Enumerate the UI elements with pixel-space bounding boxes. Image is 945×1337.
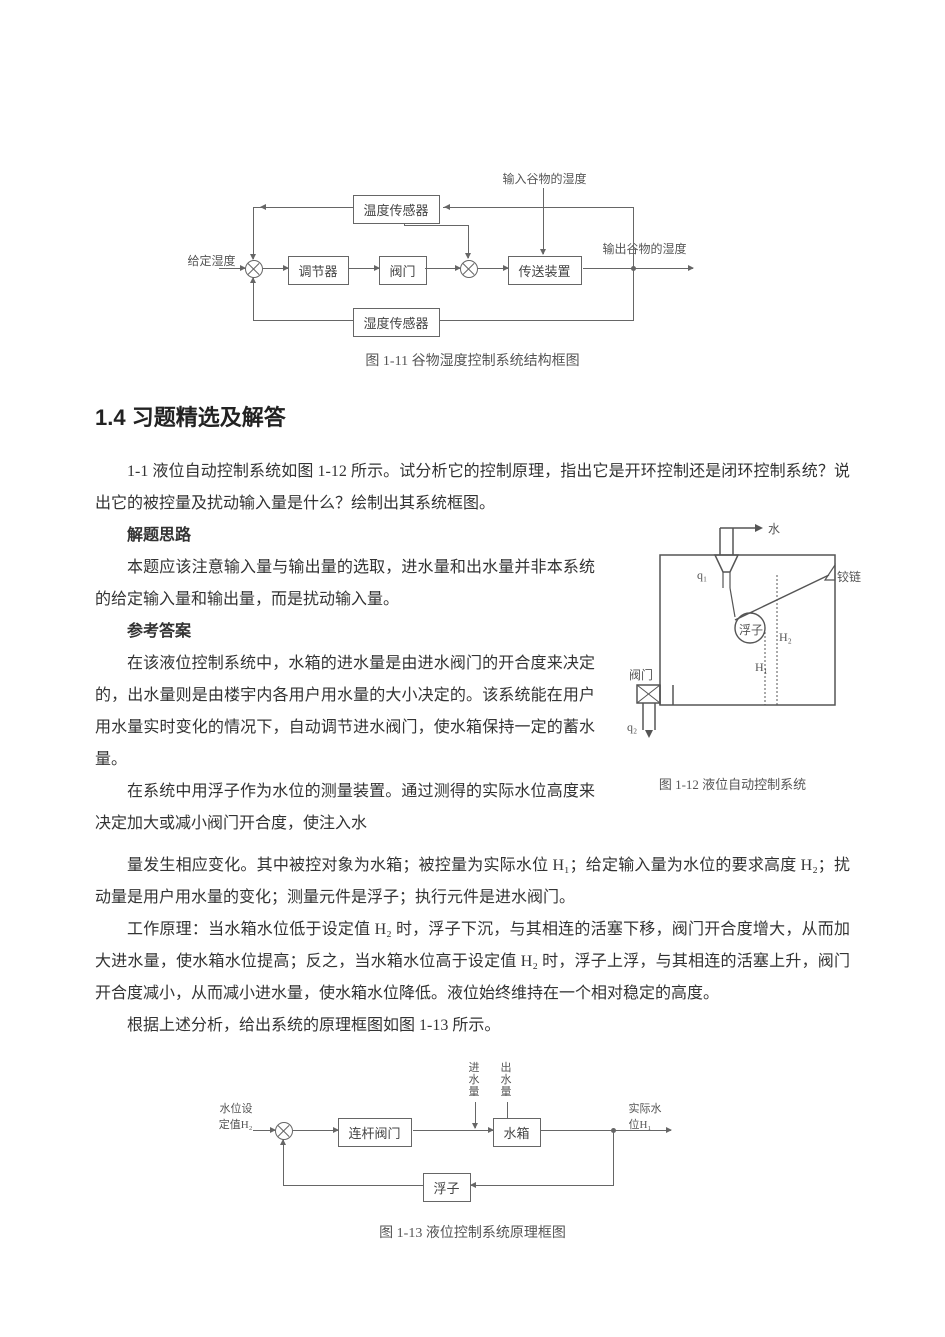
line — [219, 268, 245, 269]
p5: 量发生相应变化。其中被控对象为水箱；被控量为实际水位 H₁；给定输入量为水位的要… — [95, 850, 850, 914]
p6: 工作原理：当水箱水位低于设定值 H₂ 时，浮子下沉，与其相连的活塞下移，阀门开合… — [95, 914, 850, 1010]
paragraph-problem: 1-1 液位自动控制系统如图 1-12 所示。试分析它的控制原理，指出它是开环控… — [95, 456, 850, 520]
page: 给定湿度 调节器 阀门 温度传感器 传送装置 输入谷物的湿度 输出谷物的湿度 — [0, 0, 945, 1337]
line — [283, 1185, 423, 1186]
line — [253, 278, 254, 320]
label-valve: 阀门 — [629, 666, 653, 683]
line — [583, 268, 693, 269]
conveyor-block: 传送装置 — [508, 256, 582, 285]
label-actual-level: 实际水 位H₁ — [629, 1100, 689, 1132]
p4: 在系统中用浮子作为水位的测量装置。通过测得的实际水位高度来决定加大或减小阀门开合… — [95, 776, 595, 840]
summing-junction-icon — [275, 1122, 293, 1140]
label-set-humidity: 给定湿度 — [188, 252, 236, 269]
temp-sensor-block: 温度传感器 — [353, 195, 440, 224]
rod-valve-block: 连杆阀门 — [338, 1118, 412, 1147]
line — [253, 1130, 275, 1131]
humidity-sensor-block: 湿度传感器 — [353, 308, 440, 337]
label-h2: H₂ — [779, 630, 792, 645]
line — [443, 207, 633, 208]
bold-label: 解题思路 — [127, 527, 191, 544]
paragraphs-continued: 量发生相应变化。其中被控对象为水箱；被控量为实际水位 H₁；给定输入量为水位的要… — [95, 850, 850, 1042]
label-set-level: 水位设 定值H₂ — [193, 1100, 253, 1132]
p1: 1-1 液位自动控制系统如图 1-12 所示。试分析它的控制原理，指出它是开环控… — [95, 456, 850, 520]
label-outflow: 出 水 量 — [501, 1062, 512, 1098]
p2: 本题应该注意输入量与输出量的选取，进水量和出水量并非本系统的给定输入量和输出量，… — [95, 552, 595, 616]
line — [468, 225, 469, 258]
line — [424, 320, 634, 321]
tank-diagram-icon — [615, 520, 850, 740]
line — [404, 225, 469, 226]
p3-head: 参考答案 — [95, 616, 595, 648]
line — [263, 268, 288, 269]
right-column: 水 铰链 浮子 阀门 q₁ q₂ H₁ H₂ 图 1-12 液位自动控制系统 — [615, 520, 850, 840]
line — [253, 320, 353, 321]
two-column-layout: 解题思路 本题应该注意输入量与输出量的选取，进水量和出水量并非本系统的给定输入量… — [95, 520, 850, 840]
line — [613, 1130, 614, 1185]
bold-label: 参考答案 — [127, 623, 191, 640]
line — [633, 268, 634, 320]
label-q1: q₁ — [697, 568, 707, 583]
p2-head: 解题思路 — [95, 520, 595, 552]
line — [543, 188, 544, 254]
figure-1-11: 给定湿度 调节器 阀门 温度传感器 传送装置 输入谷物的湿度 输出谷物的湿度 — [223, 170, 723, 370]
line — [471, 1185, 614, 1186]
label-float: 浮子 — [739, 621, 763, 638]
label-h1: H₁ — [755, 660, 768, 675]
section-heading: 1.4 习题精选及解答 — [95, 400, 850, 432]
line — [253, 207, 261, 208]
line — [349, 268, 379, 269]
figure-1-13-caption: 图 1-13 液位控制系统原理框图 — [213, 1222, 733, 1242]
p7: 根据上述分析，给出系统的原理框图如图 1-13 所示。 — [95, 1010, 850, 1042]
line — [633, 207, 634, 267]
block-diagram-1-13: 水位设 定值H₂ 连杆阀门 进 水 量 出 水 量 水箱 实际水 位H₁ 浮子 — [213, 1052, 733, 1212]
label-water: 水 — [768, 520, 780, 537]
label-inflow: 进 水 量 — [469, 1062, 480, 1098]
regulator-block: 调节器 — [288, 256, 349, 285]
valve-block: 阀门 — [379, 256, 427, 285]
tank-block: 水箱 — [493, 1118, 541, 1147]
label-pivot: 铰链 — [837, 568, 861, 585]
line — [478, 268, 508, 269]
block-diagram-1-11: 给定湿度 调节器 阀门 温度传感器 传送装置 输入谷物的湿度 输出谷物的湿度 — [223, 170, 723, 340]
figure-1-11-caption: 图 1-11 谷物湿度控制系统结构框图 — [223, 350, 723, 370]
figure-1-13: 水位设 定值H₂ 连杆阀门 进 水 量 出 水 量 水箱 实际水 位H₁ 浮子 … — [213, 1052, 733, 1242]
line — [475, 1102, 476, 1128]
figure-1-12: 水 铰链 浮子 阀门 q₁ q₂ H₁ H₂ — [615, 520, 850, 770]
label-q2: q₂ — [627, 720, 637, 735]
line — [283, 1140, 284, 1185]
line — [253, 207, 254, 259]
p3: 在该液位控制系统中，水箱的进水量是由进水阀门的开合度来决定的，出水量则是由楼宇内… — [95, 648, 595, 776]
summing-junction-icon — [245, 260, 263, 278]
left-column: 解题思路 本题应该注意输入量与输出量的选取，进水量和出水量并非本系统的给定输入量… — [95, 520, 595, 840]
figure-1-12-caption: 图 1-12 液位自动控制系统 — [615, 774, 850, 793]
line — [293, 1130, 338, 1131]
label-output-humidity: 输出谷物的湿度 — [603, 240, 687, 257]
label-input-humidity: 输入谷物的湿度 — [503, 170, 587, 187]
summing-junction-icon — [460, 260, 478, 278]
line — [413, 1130, 493, 1131]
float-block: 浮子 — [423, 1173, 471, 1202]
line — [261, 207, 353, 208]
line — [425, 268, 460, 269]
